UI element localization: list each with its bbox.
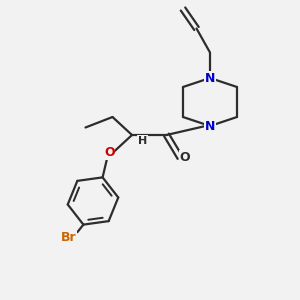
Text: N: N xyxy=(205,119,215,133)
Text: Br: Br xyxy=(61,231,76,244)
Text: O: O xyxy=(104,146,115,160)
Text: O: O xyxy=(179,151,190,164)
Text: H: H xyxy=(138,136,147,146)
Text: N: N xyxy=(205,71,215,85)
